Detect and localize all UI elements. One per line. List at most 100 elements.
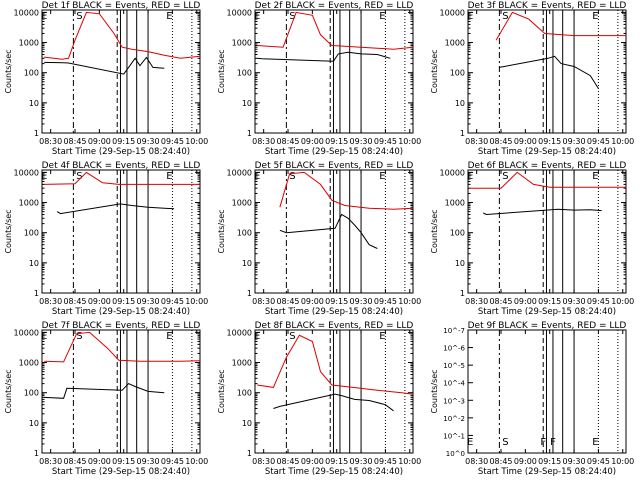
x-tick-label: 09:45 — [161, 457, 184, 466]
x-axis-label: Start Time (29-Sep-15 08:24:40) — [52, 467, 190, 477]
x-tick-label: 09:45 — [374, 137, 397, 146]
x-tick-label: 09:15 — [325, 297, 348, 306]
marker-label-s: S — [502, 437, 508, 448]
series-line-lld — [470, 171, 626, 189]
x-tick-label: 08:45 — [63, 457, 86, 466]
y-tick-label: 1 — [247, 129, 252, 138]
y-axis-label: Counts/sec — [430, 49, 439, 93]
marker-label-s: S — [502, 171, 508, 182]
x-tick-label: 08:30 — [39, 137, 62, 146]
panel-det-1: Det 1f BLACK = Events, RED = LLD 08:30 08:… — [4, 1, 208, 157]
marker-label-s: S — [289, 11, 295, 22]
plot-frame — [254, 329, 414, 454]
x-tick-label: 09:30 — [350, 137, 373, 146]
x-tick-label: 09:00 — [88, 297, 111, 306]
plot-frame — [467, 329, 627, 454]
x-tick-label: 08:45 — [489, 137, 512, 146]
y-axis-label: Counts/sec — [217, 369, 226, 413]
y-tick-label: 10 — [242, 99, 252, 108]
marker-label-e: E — [41, 11, 47, 22]
x-tick-label: 10:00 — [185, 457, 208, 466]
x-tick-label: 09:00 — [514, 297, 537, 306]
x-tick-label: 09:15 — [112, 297, 135, 306]
x-tick-label: 09:15 — [112, 457, 135, 466]
x-tick-label: 10:00 — [398, 137, 421, 146]
plot-frame — [41, 9, 201, 134]
y-tick-label: 100 — [24, 229, 39, 238]
y-tick-label: 100 — [237, 389, 252, 398]
x-tick-label: 09:30 — [137, 457, 160, 466]
y-tick-label: 10000 — [14, 168, 39, 177]
y-tick-label: 10^-3 — [443, 397, 465, 405]
marker-label-f: F — [540, 437, 546, 448]
marker-label-e: E — [592, 171, 598, 182]
x-tick-label: 09:45 — [374, 297, 397, 306]
x-tick-label: 09:00 — [514, 457, 537, 466]
y-tick-label: 10000 — [440, 8, 465, 17]
y-tick-label: 10 — [455, 99, 465, 108]
x-axis-label: Start Time (29-Sep-15 08:24:40) — [265, 467, 403, 477]
y-tick-label: 100 — [450, 229, 465, 238]
series-line-lld — [257, 334, 414, 395]
panel-title: Det 2f BLACK = Events, RED = LLD — [255, 1, 414, 11]
x-tick-label: 09:45 — [587, 457, 610, 466]
y-tick-label: 100 — [450, 69, 465, 78]
series-line-events — [56, 203, 175, 215]
y-tick-label: 10 — [455, 259, 465, 268]
y-tick-label: 10000 — [227, 168, 252, 177]
panel-det-4: Det 4f BLACK = Events, RED = LLD 08:30 08:… — [4, 161, 208, 317]
series-line-lld — [44, 11, 201, 60]
x-tick-label: 09:45 — [374, 457, 397, 466]
y-axis-label: Counts/sec — [4, 209, 13, 253]
y-tick-label: 10000 — [227, 8, 252, 17]
marker-label-s: S — [289, 331, 295, 342]
series-line-events — [44, 383, 165, 399]
panel-title: Det 7f BLACK = Events, RED = LLD — [42, 321, 201, 331]
x-tick-label: 09:30 — [350, 297, 373, 306]
x-tick-label: 08:30 — [465, 297, 488, 306]
x-axis-label: Start Time (29-Sep-15 08:24:40) — [478, 467, 616, 477]
marker-label-e: E — [592, 437, 598, 448]
marker-label-e: E — [166, 331, 172, 342]
y-tick-label: 1 — [247, 449, 252, 458]
x-axis-label: Start Time (29-Sep-15 08:24:40) — [52, 147, 190, 157]
marker-label-e: E — [592, 11, 598, 22]
y-tick-label: 1000 — [19, 39, 39, 48]
panel-title: Det 3f BLACK = Events, RED = LLD — [468, 1, 627, 11]
panel-det-2: Det 2f BLACK = Events, RED = LLD 08:30 08:… — [217, 1, 421, 157]
x-axis-label: Start Time (29-Sep-15 08:24:40) — [478, 307, 616, 317]
y-tick-label: 10^-2 — [443, 415, 465, 423]
y-tick-label: 1000 — [19, 359, 39, 368]
y-tick-label: 100 — [24, 389, 39, 398]
y-tick-label: 10^-6 — [443, 345, 465, 353]
x-tick-label: 08:45 — [63, 137, 86, 146]
series-line-events — [44, 56, 165, 75]
x-tick-label: 09:15 — [325, 137, 348, 146]
x-tick-label: 10:00 — [398, 457, 421, 466]
x-tick-label: 10:00 — [611, 457, 634, 466]
y-tick-label: 100 — [237, 69, 252, 78]
x-tick-label: 09:45 — [161, 137, 184, 146]
x-tick-label: 10:00 — [611, 297, 634, 306]
plot-frame — [254, 169, 414, 294]
x-tick-label: 09:00 — [514, 137, 537, 146]
x-tick-label: 09:00 — [301, 297, 324, 306]
panel-title: Det 6f BLACK = Events, RED = LLD — [468, 161, 627, 171]
series-line-events — [279, 213, 378, 249]
plot-frame — [467, 9, 627, 134]
x-tick-label: 09:15 — [325, 457, 348, 466]
panel-det-6: Det 6f BLACK = Events, RED = LLD 08:30 08:… — [430, 161, 634, 317]
x-tick-label: 09:30 — [137, 137, 160, 146]
y-axis-label: Counts/sec — [4, 369, 13, 413]
y-tick-label: 10 — [29, 99, 39, 108]
x-tick-label: 10:00 — [185, 297, 208, 306]
y-tick-label: 10 — [242, 259, 252, 268]
series-line-lld — [44, 331, 201, 363]
marker-label-s: S — [76, 171, 82, 182]
series-line-lld — [44, 171, 200, 185]
panel-det-7: Det 7f BLACK = Events, RED = LLD 08:30 08:… — [4, 321, 208, 477]
marker-label-e: E — [379, 11, 385, 22]
y-axis-label: Counts/sec — [217, 49, 226, 93]
x-tick-label: 08:30 — [252, 297, 275, 306]
x-tick-label: 08:30 — [39, 457, 62, 466]
